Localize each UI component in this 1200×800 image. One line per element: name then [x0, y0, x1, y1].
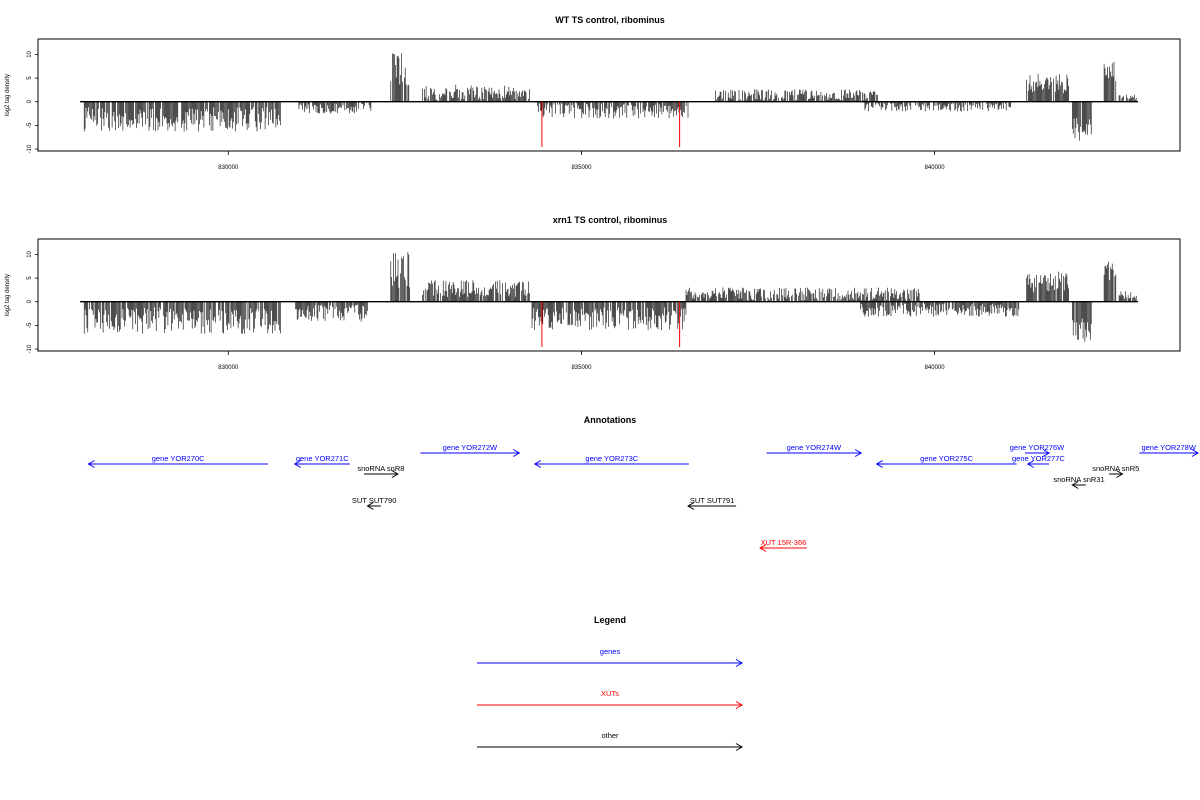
xrn1-coverage-bars — [80, 252, 1138, 348]
legend-arrow — [477, 659, 743, 667]
annotation-arrow — [1071, 481, 1086, 489]
wt-coverage-panel: WT TS control, ribominus -10 -5 0 5 10 830000… — [5, 15, 1181, 171]
annotation-label: snoRNA snR31 — [1053, 475, 1104, 484]
annotations-panel: Annotations gene YOR270C gene YOR271Cgene… — [87, 415, 1199, 552]
legend-title: Legend — [594, 615, 626, 625]
xrn1-panel-title: xrn1 TS control, ribominus — [553, 215, 668, 225]
annotation-label: gene YOR277C — [1012, 454, 1065, 463]
legend-panel: Legend genes XUTs other — [477, 615, 743, 751]
y-tick-label: 5 — [27, 76, 33, 80]
x-tick-label: 835000 — [571, 365, 592, 371]
annotation-label: gene YOR271C — [296, 454, 349, 463]
wt-panel-title: WT TS control, ribominus — [555, 15, 665, 25]
x-tick-label: 840000 — [925, 165, 946, 171]
legend-arrow — [477, 743, 743, 751]
annotation-label: gene YOR276W — [1010, 443, 1065, 452]
annotation-label: SUT SUT790 — [352, 496, 396, 505]
annotation-arrow — [875, 460, 1017, 468]
x-tick-label: 830000 — [218, 165, 239, 171]
y-tick-label: 0 — [27, 99, 33, 103]
annotation-label: gene YOR274W — [787, 443, 842, 452]
y-tick-label: -5 — [27, 322, 33, 328]
y-tick-label: 10 — [27, 50, 33, 57]
annotations-title: Annotations — [584, 415, 637, 425]
annotation-arrow — [533, 460, 689, 468]
annotation-label: gene YOR273C — [585, 454, 638, 463]
y-tick-label: -5 — [27, 122, 33, 128]
legend-items: genes XUTs other — [477, 647, 743, 751]
x-tick-label: 830000 — [218, 365, 239, 371]
annotation-label: gene YOR275C — [920, 454, 973, 463]
y-tick-label: -10 — [27, 144, 33, 153]
y-tick-label: -10 — [27, 344, 33, 353]
legend-label: other — [601, 731, 619, 740]
annotation-arrow — [363, 470, 399, 478]
annotation-label: gene YOR272W — [443, 443, 498, 452]
annotation-arrow — [1139, 449, 1199, 457]
xrn1-plot-frame — [37, 238, 1181, 352]
legend-label: XUTs — [601, 689, 619, 698]
annotation-arrow — [87, 460, 268, 468]
annotation-arrow — [766, 449, 863, 457]
annotation-label: snoRNA snR8 — [357, 464, 404, 473]
wt-plot-frame — [37, 38, 1181, 152]
wt-y-axis-label: log2 tag density — [5, 74, 11, 116]
annotation-arrow — [1024, 449, 1051, 457]
annotation-label: SUT SUT791 — [690, 496, 734, 505]
annotation-features: gene YOR270C gene YOR271C gene YOR272W gene… — [87, 443, 1199, 552]
annotation-arrow — [366, 502, 381, 510]
annotation-label: gene YOR278W — [1141, 443, 1196, 452]
legend-label: genes — [600, 647, 621, 656]
annotation-arrow — [293, 460, 350, 468]
wt-axes: -10 -5 0 5 10 830000 835000 840000 — [27, 50, 945, 171]
annotation-label: XUT 15R-366 — [761, 538, 807, 547]
annotation-arrow — [759, 544, 807, 552]
xrn1-coverage-panel: xrn1 TS control, ribominus -10 -5 0 5 10 8300… — [5, 215, 1181, 371]
xrn1-axes: -10 -5 0 5 10 830000 835000 840000 — [27, 250, 945, 371]
annotation-arrow — [687, 502, 737, 510]
y-tick-label: 5 — [27, 276, 33, 280]
annotation-label: gene YOR270C — [152, 454, 205, 463]
wt-coverage-bars — [80, 53, 1138, 148]
annotation-arrow — [1109, 470, 1124, 478]
y-tick-label: 10 — [27, 250, 33, 257]
xrn1-y-axis-label: log2 tag density — [5, 274, 11, 316]
annotation-label: snoRNA snR5 — [1092, 464, 1139, 473]
legend-arrow — [477, 701, 743, 709]
annotation-arrow — [1026, 460, 1050, 468]
annotation-arrow — [420, 449, 521, 457]
y-tick-label: 0 — [27, 299, 33, 303]
x-tick-label: 840000 — [925, 365, 946, 371]
x-tick-label: 835000 — [571, 165, 592, 171]
